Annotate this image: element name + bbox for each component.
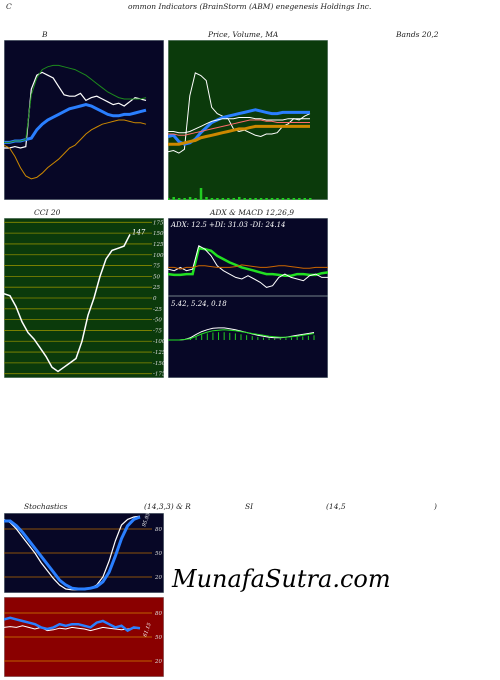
price-series-4 [168,119,310,136]
adx-series-3 [168,264,328,270]
macd-readout: 5.42, 5.24, 0.18 [171,300,227,308]
macd-series-2 [168,329,315,341]
header-left: C [6,2,12,11]
cci-tick-label: 75 [153,264,160,270]
volume-bar [227,198,230,200]
volume-bar [210,198,214,200]
cci-tick-label: -125 [153,350,164,356]
cci-tick-label: -25 [153,307,162,313]
bb-label: B [42,30,48,39]
volume-bar [287,198,290,200]
si-close-label: ) [434,502,437,511]
volume-bar [221,198,225,200]
rsi-tick-label: 50 [155,635,162,641]
si-label: SI [245,502,254,511]
stochastics-chart: 80 50 20 95.95 [4,513,164,593]
cci-tick-label: 0 [153,296,157,302]
volume-bar [205,197,208,200]
stoch-params-label: (14,3,3) & R [144,502,191,511]
stoch-label: Stochastics [24,502,68,511]
cci-tick-label: -75 [153,328,162,334]
stoch-last-value: 95.95 [141,513,152,528]
adx-series-2 [168,245,328,288]
volume-bar [168,198,170,200]
watermark: MunafaSutra.com [172,565,391,593]
rsi-series-1 [4,625,140,632]
si-params-label: (14,5 [326,502,346,511]
volume-bar [265,198,268,200]
stoch-tick-label: 80 [155,527,162,533]
volume-bar [183,198,186,200]
volume-bar [248,198,252,200]
bb-series-2 [4,103,147,144]
volume-bar [270,198,274,200]
cci-tick-label: 100 [153,253,164,259]
cci-series-1 [4,234,131,373]
price-series-1 [168,72,311,154]
stoch-tick-label: 20 [154,575,162,581]
rsi-series-2 [4,616,141,633]
volume-bar [303,198,307,200]
rsi-chart: 80 50 20 61.15 [4,597,164,677]
volume-bar [309,198,312,200]
cci-tick-label: 25 [152,285,160,291]
cci-tick-label: 175 [153,220,164,226]
bb-background [4,40,164,200]
volume-bar [188,197,192,200]
adx-background [168,218,328,378]
bands-label: Bands 20,2 [396,30,439,39]
rsi-last-value: 61.15 [142,622,153,638]
adx-series-1 [168,246,328,277]
cci-tick-label: 50 [153,274,160,280]
adx-macd-chart: ADX: 12.5 +DI: 31.03 -DI: 24.14 5.42, 5.2… [168,218,328,378]
volume-bar [259,198,263,200]
price-series-3 [168,124,310,146]
adx-macd-label: ADX & MACD 12,26,9 [210,208,295,217]
price-volume-chart [168,40,328,200]
cci-tick-label: 150 [153,231,164,237]
rsi-tick-label: 80 [155,611,162,617]
volume-bar [177,198,181,200]
header-title: ommon Indicators (BrainStorm (ABM) enege… [128,2,372,11]
volume-bar [194,198,197,200]
cci-tick-label: -150 [153,361,164,367]
volume-bar [199,188,203,200]
cci-tick-label: -50 [153,318,162,324]
volume-bar [292,198,296,200]
cci-chart: 175 150 125 100 75 50 25 0 -25 -50 -75 -100 -125 -150… [4,218,164,378]
bb-series-3 [4,64,147,143]
cci-tick-label: -100 [153,339,164,345]
bollinger-chart [4,40,164,200]
bb-series-4 [4,119,147,180]
cci-label: CCI 20 [34,208,61,217]
volume-bar [276,198,279,200]
cci-tick-label: 125 [153,242,164,248]
cci-last-value: 147 [132,228,146,236]
volume-bar [216,198,219,200]
volume-bar [232,198,236,200]
volume-bar [243,198,246,200]
volume-bar [298,198,301,200]
volume-bar [281,198,285,200]
stoch-tick-label: 50 [155,551,162,557]
volume-bar [254,198,257,200]
rsi-tick-label: 20 [154,659,162,665]
cci-tick-label: -175 [153,372,164,378]
adx-readout: ADX: 12.5 +DI: 31.03 -DI: 24.14 [170,221,286,229]
volume-bar [238,197,241,200]
stoch-series-2 [4,515,141,591]
volume-bar [172,197,175,200]
price-series-5 [168,117,310,134]
stoch-series-1 [4,515,141,591]
price-ma-label: Price, Volume, MA [208,30,279,39]
